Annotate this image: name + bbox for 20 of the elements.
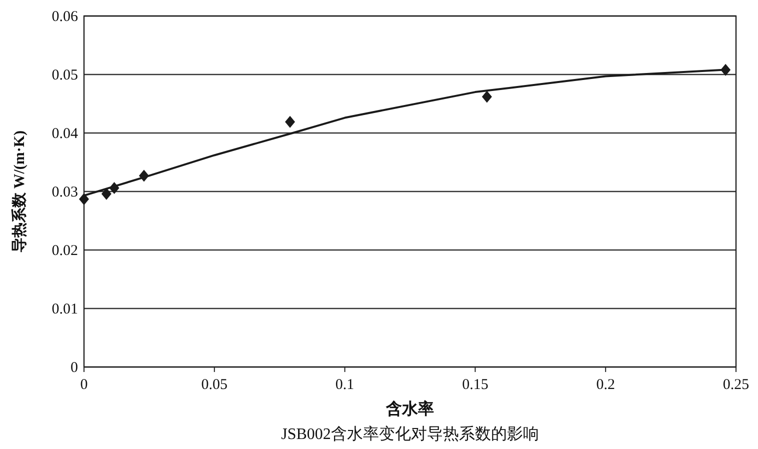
y-tick-label: 0 bbox=[70, 360, 78, 376]
point bbox=[482, 90, 492, 103]
y-tick-label: 0.01 bbox=[52, 302, 78, 318]
x-tick-label: 0.15 bbox=[462, 377, 488, 393]
point bbox=[79, 193, 89, 206]
x-tick-label: 0.1 bbox=[335, 377, 354, 393]
point bbox=[285, 116, 296, 128]
y-tick-label: 0.04 bbox=[52, 126, 78, 142]
x-tick-label: 0.25 bbox=[722, 377, 750, 393]
y-tick-label: 0.02 bbox=[52, 243, 78, 259]
y-tick-label: 0.05 bbox=[52, 68, 78, 84]
x-axis-title: 含水率 bbox=[385, 399, 434, 418]
point bbox=[720, 64, 731, 76]
x-tick-label: 0.2 bbox=[596, 377, 615, 393]
y-tick-label: 0.06 bbox=[52, 9, 78, 25]
y-axis-title: 导热系数 W/(m·K) bbox=[11, 130, 28, 253]
x-tick-label: 0.05 bbox=[201, 377, 228, 393]
text: JSB002含水率变化对导热系数的影响 bbox=[281, 425, 539, 443]
point bbox=[101, 188, 112, 200]
y-tick-label: 0.03 bbox=[52, 184, 78, 200]
